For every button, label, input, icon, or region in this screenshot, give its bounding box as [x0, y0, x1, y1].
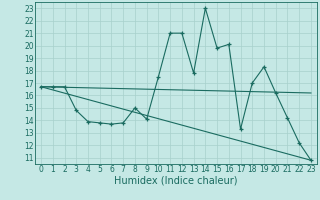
X-axis label: Humidex (Indice chaleur): Humidex (Indice chaleur) [114, 176, 238, 186]
